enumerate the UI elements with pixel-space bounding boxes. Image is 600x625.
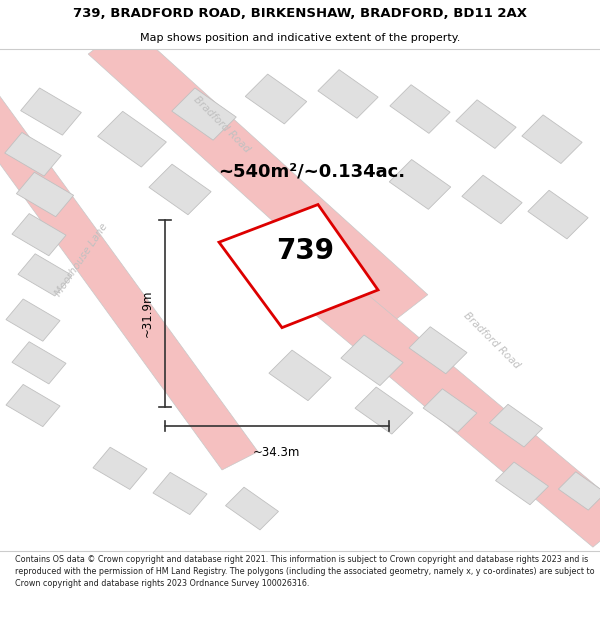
Polygon shape [18, 254, 72, 296]
Polygon shape [0, 80, 258, 470]
Polygon shape [6, 384, 60, 427]
Polygon shape [462, 175, 522, 224]
Text: Contains OS data © Crown copyright and database right 2021. This information is : Contains OS data © Crown copyright and d… [15, 555, 595, 588]
Polygon shape [153, 472, 207, 514]
Text: 739: 739 [276, 237, 334, 265]
Polygon shape [98, 111, 166, 167]
Polygon shape [559, 472, 600, 510]
Polygon shape [528, 190, 588, 239]
Polygon shape [341, 335, 403, 386]
Text: Moorhouse Lane: Moorhouse Lane [53, 221, 109, 298]
Polygon shape [172, 88, 236, 140]
Polygon shape [490, 404, 542, 447]
Polygon shape [5, 132, 61, 176]
Text: 739, BRADFORD ROAD, BIRKENSHAW, BRADFORD, BD11 2AX: 739, BRADFORD ROAD, BIRKENSHAW, BRADFORD… [73, 7, 527, 20]
Polygon shape [16, 173, 74, 217]
Text: Bradford Road: Bradford Road [192, 94, 252, 154]
Text: ~31.9m: ~31.9m [141, 289, 154, 337]
Polygon shape [88, 23, 428, 326]
Polygon shape [355, 387, 413, 434]
Polygon shape [12, 214, 66, 256]
Polygon shape [456, 100, 516, 149]
Polygon shape [20, 88, 82, 135]
Polygon shape [269, 350, 331, 401]
Text: Bradford Road: Bradford Road [462, 310, 522, 370]
Polygon shape [293, 264, 600, 547]
Polygon shape [245, 74, 307, 124]
Polygon shape [389, 159, 451, 209]
Polygon shape [219, 204, 378, 328]
Polygon shape [423, 389, 477, 432]
Polygon shape [409, 327, 467, 374]
Polygon shape [149, 164, 211, 215]
Polygon shape [318, 69, 378, 118]
Polygon shape [6, 299, 60, 341]
Polygon shape [93, 448, 147, 489]
Polygon shape [522, 115, 582, 164]
Text: ~540m²/~0.134ac.: ~540m²/~0.134ac. [218, 163, 406, 181]
Text: ~34.3m: ~34.3m [253, 446, 301, 459]
Polygon shape [12, 342, 66, 384]
Text: Map shows position and indicative extent of the property.: Map shows position and indicative extent… [140, 33, 460, 43]
Polygon shape [496, 462, 548, 505]
Polygon shape [226, 487, 278, 530]
Polygon shape [390, 85, 450, 133]
